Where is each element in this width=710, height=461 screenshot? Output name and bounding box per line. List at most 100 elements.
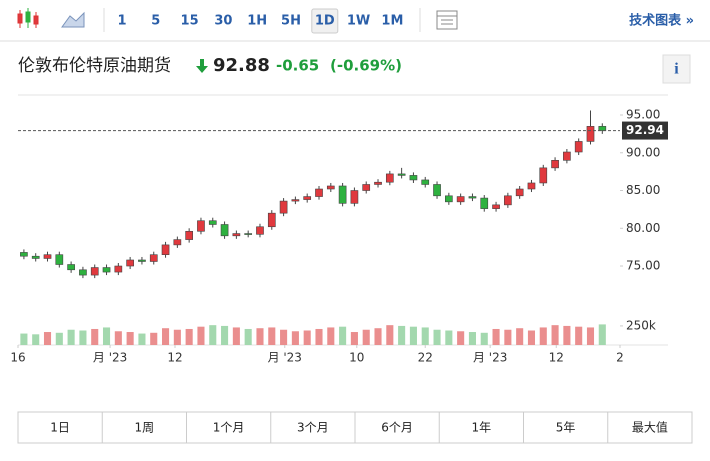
candle-body <box>574 141 583 153</box>
candle-body <box>362 184 371 191</box>
range-button[interactable]: 最大值 <box>632 420 668 435</box>
timeframe-button[interactable]: 5 <box>151 14 160 29</box>
volume-tick-label: 250k <box>626 318 656 332</box>
candle-body <box>504 195 512 206</box>
volume-bar <box>126 332 134 345</box>
candle-body <box>161 244 170 255</box>
y-tick-label: 85.00 <box>626 183 660 197</box>
candle-body <box>527 182 536 190</box>
volume-bar <box>468 332 476 345</box>
volume-bar <box>185 328 193 345</box>
timeframe-button[interactable]: 1D <box>315 14 335 29</box>
candle-body <box>468 196 477 199</box>
timeframe-button[interactable]: 1M <box>381 14 403 29</box>
candle-body <box>421 179 430 185</box>
candle-body <box>385 173 394 183</box>
y-tick-label: 95.00 <box>626 108 660 122</box>
volume-bar <box>91 328 99 345</box>
x-tick-label: 12 <box>167 351 182 365</box>
candle-icon[interactable] <box>17 8 39 28</box>
candle-body <box>279 200 288 214</box>
range-button[interactable]: 1个月 <box>213 421 245 435</box>
timeframe-button[interactable]: 1 <box>117 14 126 29</box>
area-icon[interactable] <box>61 11 85 28</box>
candle-body <box>244 233 253 235</box>
candle-body <box>149 254 158 262</box>
volume-bar <box>457 331 465 345</box>
candle-body <box>43 254 52 259</box>
volume-bar <box>244 328 252 345</box>
candle-body <box>267 212 276 228</box>
range-button[interactable]: 5年 <box>556 421 576 435</box>
volume-bar <box>315 328 323 345</box>
candle-body <box>445 195 453 203</box>
info-button[interactable] <box>662 54 691 84</box>
volume-bar <box>575 326 583 345</box>
volume-bar <box>551 325 559 345</box>
candle-body <box>433 184 441 197</box>
candle-body <box>480 197 489 209</box>
volume-bar <box>303 330 311 345</box>
candle-body <box>338 185 347 204</box>
volume-bar <box>598 324 606 345</box>
candle-body <box>291 199 300 202</box>
candle-body <box>126 259 134 267</box>
candle-body <box>551 160 559 169</box>
tech-chart-link[interactable]: 技术图表 » <box>629 13 694 29</box>
candle-body <box>185 230 193 240</box>
volume-bar <box>79 330 87 345</box>
volume-bar <box>20 333 28 345</box>
candle-body <box>31 255 40 259</box>
volume-bar <box>150 332 158 345</box>
candle-body <box>492 204 500 209</box>
timeframe-button[interactable]: 5H <box>281 14 301 29</box>
timeframe-button[interactable]: 30 <box>214 14 232 29</box>
range-button[interactable]: 3个月 <box>297 421 329 435</box>
candle-body <box>563 151 571 161</box>
last-price-label: 92.94 <box>626 123 664 137</box>
y-tick-label: 75.00 <box>626 259 660 273</box>
candle-body <box>67 264 75 271</box>
timeframe-button[interactable]: 1W <box>347 14 370 29</box>
table-icon[interactable] <box>436 10 458 30</box>
range-button[interactable]: 1年 <box>472 421 492 435</box>
x-tick-label: 22 <box>418 351 433 365</box>
volume-bar <box>280 329 288 345</box>
info-icon[interactable]: i <box>674 61 679 78</box>
volume-bar <box>398 325 406 345</box>
volume-bar <box>43 332 52 345</box>
y-tick-label: 90.00 <box>626 145 660 159</box>
volume-bar <box>197 326 205 345</box>
candle-body <box>20 252 28 257</box>
timeframe-button[interactable]: 1H <box>247 14 267 29</box>
range-button[interactable]: 6个月 <box>381 421 413 435</box>
volume-bar <box>445 330 453 345</box>
volume-bar <box>350 332 358 345</box>
volume-bar <box>32 334 40 345</box>
timeframe-button[interactable]: 15 <box>181 14 199 29</box>
candle-body <box>315 188 323 197</box>
range-button[interactable]: 1周 <box>135 421 155 435</box>
candle-body <box>598 126 607 131</box>
volume-bar <box>362 329 370 345</box>
range-button[interactable]: 1日 <box>50 421 70 435</box>
x-tick-label: 2 <box>616 351 624 365</box>
x-tick-label: 月 '23 <box>93 351 127 365</box>
candle-body <box>138 259 146 262</box>
volume-bar <box>173 329 181 345</box>
instrument-name: 伦敦布伦特原油期货 <box>18 56 171 76</box>
volume-bar <box>339 326 347 345</box>
volume-bar <box>527 330 536 345</box>
candle-body <box>232 233 241 237</box>
last-price-box <box>622 121 668 140</box>
candle-body <box>303 196 312 200</box>
volume-bar <box>138 333 146 345</box>
candle-body <box>397 173 406 176</box>
volume-bar <box>539 327 547 345</box>
volume-bar <box>268 327 276 345</box>
volume-bar <box>221 325 229 345</box>
candle-body <box>350 190 359 204</box>
candle-body <box>456 196 465 203</box>
